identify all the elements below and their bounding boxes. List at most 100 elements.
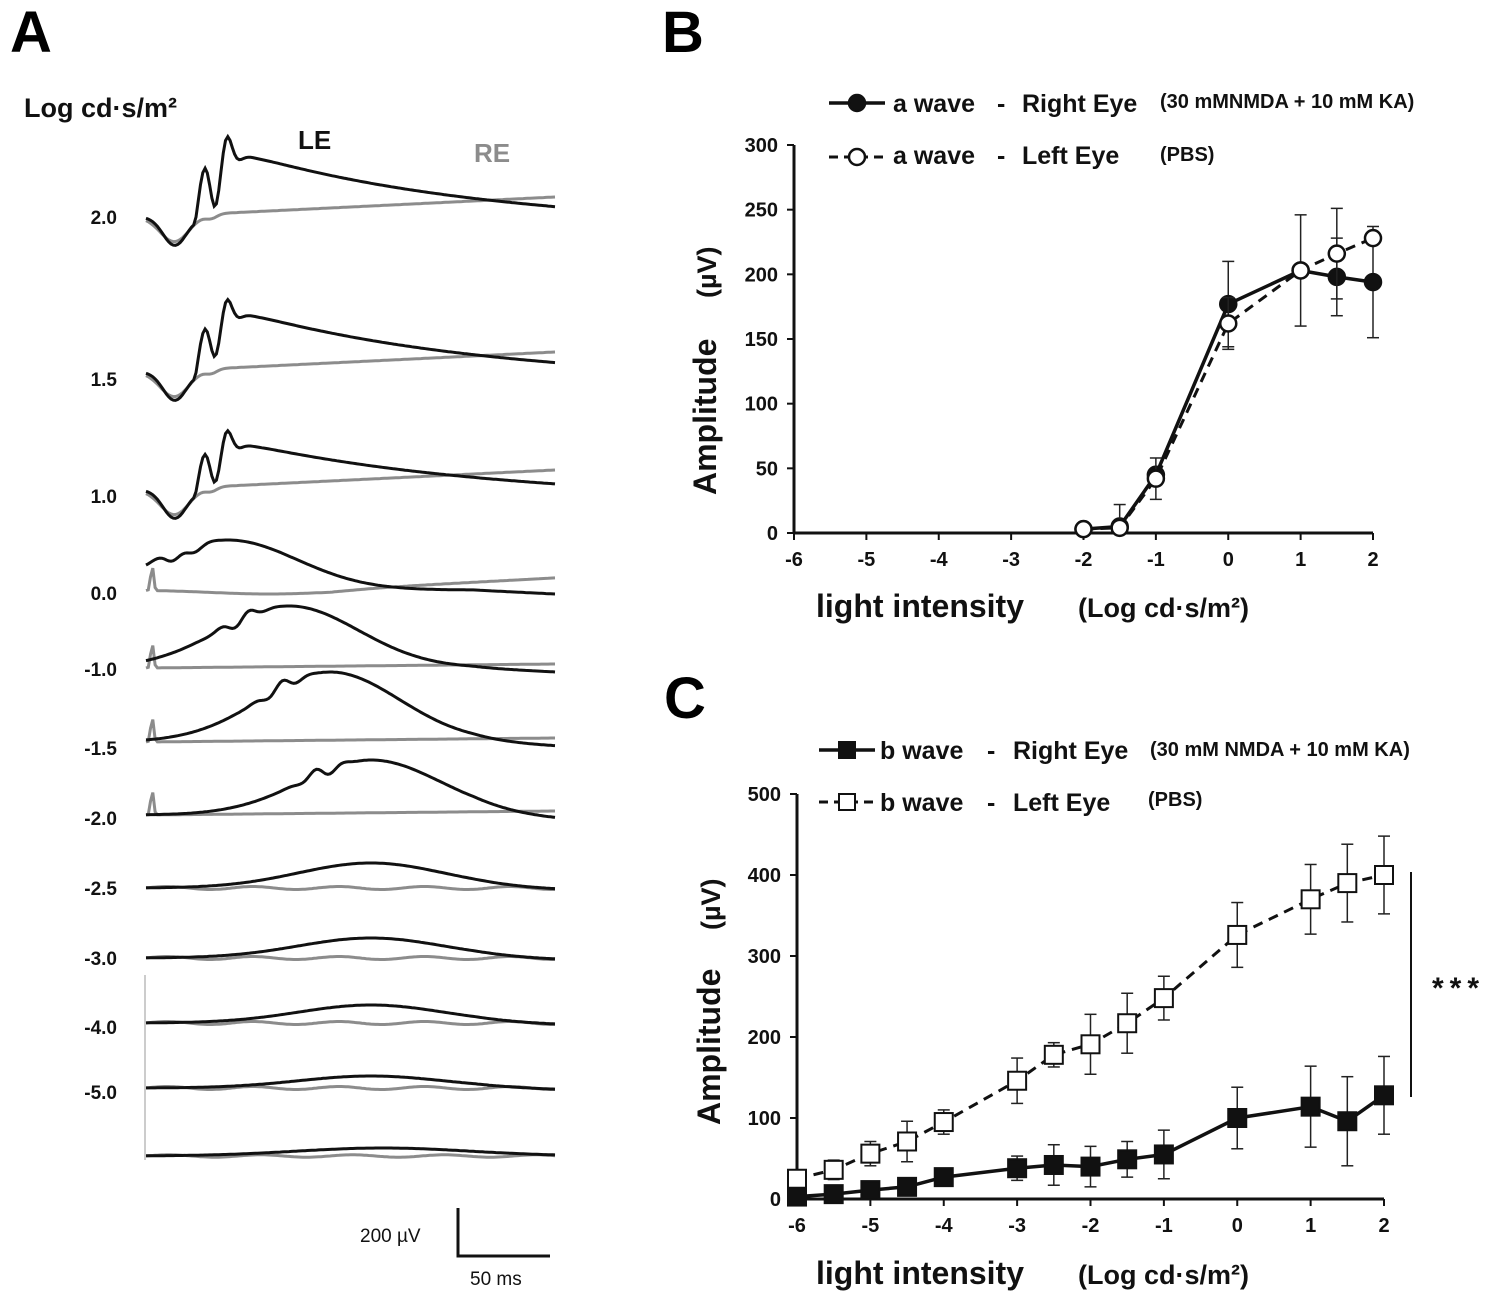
legend-b-marker-left xyxy=(847,147,867,167)
panel-c-letter: C xyxy=(664,666,706,731)
re-trace xyxy=(145,645,555,670)
intensity-level-label: 1.5 xyxy=(91,370,118,391)
le-trace xyxy=(145,1003,556,1026)
data-point xyxy=(1227,924,1248,945)
trace-row xyxy=(145,936,556,961)
data-point xyxy=(1043,1154,1064,1175)
x-tick-label-c: 2 xyxy=(1378,1215,1389,1237)
data-point xyxy=(1153,988,1174,1009)
data-point xyxy=(823,1159,844,1180)
legend-c: b wave - Right Eye (30 mM NMDA + 10 mM K… xyxy=(819,737,1410,817)
trace-row xyxy=(145,861,556,891)
panel-a-letter: A xyxy=(10,0,52,65)
trace-row xyxy=(145,604,556,674)
y-tick-label-c: 0 xyxy=(770,1189,781,1211)
data-point xyxy=(1363,272,1383,292)
series-line xyxy=(796,873,1385,1181)
x-tick-label-c: -5 xyxy=(861,1215,879,1237)
y-axis-unit-c: (µV) xyxy=(696,878,726,930)
data-point xyxy=(1291,261,1310,280)
y-tick-label-b: 100 xyxy=(745,394,778,416)
x-tick-label-c: -2 xyxy=(1082,1215,1100,1237)
le-trace xyxy=(146,1074,556,1091)
re-trace xyxy=(145,195,556,244)
data-point xyxy=(860,1143,881,1164)
data-point xyxy=(787,1168,807,1189)
re-trace xyxy=(145,567,556,596)
y-axis-label-c: Amplitude xyxy=(691,969,727,1125)
x-axis-label-c: light intensity xyxy=(816,1255,1024,1291)
x-tick-label-b: 2 xyxy=(1367,549,1378,571)
trace-row xyxy=(145,670,556,748)
data-point xyxy=(1117,1013,1138,1034)
y-tick-label-c: 200 xyxy=(748,1027,781,1049)
data-point xyxy=(1110,518,1129,538)
data-point xyxy=(1080,1034,1101,1055)
trace-row xyxy=(145,1003,556,1026)
x-tick-label-c: 0 xyxy=(1232,1215,1243,1237)
data-point xyxy=(1300,889,1321,910)
x-tick-label-c: -3 xyxy=(1008,1215,1026,1237)
series-b-0 xyxy=(1074,214,1383,539)
data-point xyxy=(823,1184,844,1205)
data-point xyxy=(897,1176,918,1197)
le-trace xyxy=(146,1146,556,1158)
re-trace xyxy=(145,885,555,891)
intensity-level-label: -2.0 xyxy=(84,809,117,830)
x-tick-label-c: 1 xyxy=(1305,1215,1316,1237)
chart-b: a wave - Right Eye (30 mMNMDA + 10 mM KA… xyxy=(687,90,1414,624)
x-tick-label-b: -6 xyxy=(785,549,803,571)
legend-c-marker-right xyxy=(838,741,856,759)
data-point xyxy=(1337,1111,1358,1132)
legend-b-treatment-right: (30 mMNMDA + 10 mM KA) xyxy=(1160,91,1414,113)
y-tick-label-b: 300 xyxy=(745,135,778,157)
y-tick-label-c: 400 xyxy=(748,865,781,887)
re-trace xyxy=(145,468,556,517)
y-tick-label-b: 250 xyxy=(745,200,778,222)
y-tick-label-c: 300 xyxy=(748,946,781,968)
data-point xyxy=(1153,1144,1174,1165)
legend-b-treatment-left: (PBS) xyxy=(1160,144,1214,166)
intensity-level-label: -1.0 xyxy=(84,660,117,681)
data-point xyxy=(1219,314,1238,333)
data-point xyxy=(897,1131,918,1152)
y-tick-label-b: 50 xyxy=(756,458,778,480)
re-trace xyxy=(145,1020,555,1026)
legend-c-series-right: b wave xyxy=(880,737,963,765)
data-point xyxy=(1300,1096,1321,1117)
y-tick-label-c: 100 xyxy=(748,1108,781,1130)
intensity-level-label: 1.0 xyxy=(91,487,117,508)
x-axis-unit-c: (Log cd·s/m²) xyxy=(1078,1260,1249,1290)
le-trace xyxy=(146,936,556,961)
erg-traces: 2.0 1.5 1.0 0.0 -1.0 -1.5 -2.0 -2.5 -3.0 -4.0 -5.0 xyxy=(84,133,556,1159)
x-tick-label-b: 0 xyxy=(1223,549,1234,571)
le-trace-label: LE xyxy=(298,125,331,155)
y-tick-label-c: 500 xyxy=(748,784,781,806)
data-point xyxy=(1146,469,1166,488)
y-axis-unit-b: (µV) xyxy=(692,246,722,298)
data-point xyxy=(1337,873,1358,894)
trace-row xyxy=(145,133,556,247)
data-point xyxy=(933,1167,954,1188)
x-tick-label-b: 1 xyxy=(1295,549,1306,571)
y-tick-label-b: 0 xyxy=(767,523,778,545)
scale-bar xyxy=(456,1208,550,1258)
trace-row xyxy=(145,758,556,819)
x-tick-label-c: -6 xyxy=(788,1215,806,1237)
legend-b-eye-left: Left Eye xyxy=(1022,142,1119,170)
x-tick-label-c: -4 xyxy=(935,1215,954,1237)
legend-c-treatment-right: (30 mM NMDA + 10 mM KA) xyxy=(1150,739,1410,761)
legend-c-marker-left xyxy=(838,793,856,811)
x-axis-label-b: light intensity xyxy=(816,588,1024,624)
data-point xyxy=(787,1186,807,1207)
legend-c-treatment-left: (PBS) xyxy=(1148,789,1202,811)
x-tick-label-b: -4 xyxy=(930,549,949,571)
x-axis-unit-b: (Log cd·s/m²) xyxy=(1078,593,1249,623)
re-trace xyxy=(145,350,556,399)
data-point xyxy=(933,1112,954,1133)
legend-c-eye-left: Left Eye xyxy=(1013,789,1110,817)
y-tick-label-b: 200 xyxy=(745,264,778,286)
data-point xyxy=(1374,865,1394,885)
legend-c-dash-left: - xyxy=(987,789,995,817)
